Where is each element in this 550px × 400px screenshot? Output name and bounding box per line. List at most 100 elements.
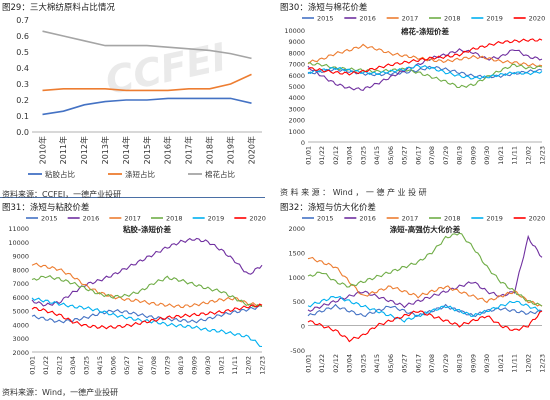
figure-30-title: 图30：涤短与棉花价差 <box>280 3 368 13</box>
y-tick-label: 6000 <box>12 294 29 302</box>
y-tick-label: 8000 <box>12 266 29 274</box>
x-tick-label: 2010年 <box>37 136 47 164</box>
legend-label: 2016 <box>83 215 100 223</box>
legend-label: 2016 <box>359 215 376 223</box>
y-tick-label: 4000 <box>288 94 305 102</box>
y-tick-label: 1500 <box>288 249 305 257</box>
legend-label: 2016 <box>359 15 376 23</box>
figure-32-panel: 图32：涤短与仿大化价差 -500 0 500 1000 1500 2000 01/01 01… <box>278 200 550 400</box>
x-tick-label: 2012年 <box>79 136 89 164</box>
x-tick-label: 04/15 <box>373 146 381 165</box>
chart-inner-title: 涤短-高强仿大化价差 <box>390 224 461 234</box>
x-tick-label: 06/17 <box>414 354 422 373</box>
x-tick-label: 2017年 <box>184 136 194 164</box>
x-tick-label: 06/17 <box>414 146 422 165</box>
source-note-top-right: 资 料 来 源 ： Wind ， 一 德 产 业 投 研 <box>280 188 427 197</box>
legend-label: 2020 <box>529 15 546 23</box>
legend-label: 2018 <box>166 215 183 223</box>
x-tick-label: 02/12 <box>55 356 63 375</box>
y-tick-label: 3000 <box>12 335 29 343</box>
legend-label: 2020 <box>249 215 266 223</box>
figure-29-title: 图29：三大棉纺原料占比情况 <box>2 3 115 13</box>
x-tick-label: 08/19 <box>456 146 464 165</box>
series-line-2019 <box>307 295 543 323</box>
series-line-粘胶占比 <box>42 97 252 116</box>
y-tick-label: 0.1 <box>16 112 29 121</box>
figure-32-title: 图32：涤短与仿大化价差 <box>280 203 376 213</box>
x-tick-label: 06/17 <box>137 356 145 375</box>
x-tick-label: 07/08 <box>428 146 436 165</box>
x-tick-label: 2013年 <box>100 136 110 164</box>
x-tick-label: 08/19 <box>456 354 464 373</box>
legend-label: 2017 <box>402 215 419 223</box>
legend-label: 2018 <box>444 15 461 23</box>
x-tick-label: 12/02 <box>525 354 533 373</box>
x-tick-label: 2011年 <box>58 136 68 164</box>
x-tick-label: 07/08 <box>428 354 436 373</box>
series-line-2016 <box>307 234 543 312</box>
y-tick-label: 7000 <box>288 61 305 69</box>
x-tick-label: 12/23 <box>538 146 546 165</box>
x-tick-label: 05/27 <box>123 356 131 375</box>
x-tick-label: 12/23 <box>258 356 266 375</box>
x-tick-label: 07/29 <box>442 146 450 165</box>
series-line-2017 <box>307 43 543 68</box>
legend-label: 2017 <box>124 215 141 223</box>
y-tick-label: 500 <box>293 298 305 306</box>
figure-29-separator <box>0 197 265 198</box>
series-line-2018 <box>307 232 543 307</box>
series-line-2015 <box>307 65 543 79</box>
x-tick-label: 01/01 <box>28 356 36 375</box>
legend-label: 2018 <box>444 215 461 223</box>
legend-label: 2015 <box>41 215 58 223</box>
x-tick-label: 03/25 <box>359 354 367 373</box>
x-tick-label: 03/04 <box>69 356 77 375</box>
series-line-2020 <box>31 303 263 330</box>
x-tick-label: 12/02 <box>245 356 253 375</box>
x-tick-label: 01/01 <box>304 146 312 165</box>
series-line-2015 <box>31 305 263 324</box>
legend-label: 2019 <box>486 215 503 223</box>
x-tick-label: 09/30 <box>483 146 491 165</box>
x-tick-label: 01/22 <box>318 354 326 373</box>
legend-label: 2019 <box>486 15 503 23</box>
x-tick-label: 12/23 <box>538 354 546 373</box>
series-line-涤短占比 <box>42 73 252 92</box>
y-tick-label: 0.2 <box>16 96 29 105</box>
y-tick-label: 6000 <box>288 72 305 80</box>
source-note-top-left: 资料来源：CCFEI，一德产业投研 <box>2 190 122 199</box>
x-tick-label: 2018年 <box>205 136 215 164</box>
x-tick-label: 09/30 <box>204 356 212 375</box>
x-tick-label: 2020年 <box>246 136 256 164</box>
y-tick-label: 0.7 <box>16 16 29 25</box>
x-tick-label: 03/25 <box>359 146 367 165</box>
y-tick-label: 2000 <box>288 225 305 233</box>
y-tick-label: 1000 <box>288 274 305 282</box>
figure-31-panel: 图31：涤短与粘胶价差 2000 3000 4000 5000 6000 7000 8000… <box>0 200 272 400</box>
x-tick-label: 03/04 <box>346 146 354 165</box>
x-tick-label: 10/21 <box>497 146 505 165</box>
x-tick-label: 07/08 <box>150 356 158 375</box>
figure-30-chart: 0 1000 2000 3000 4000 5000 6000 7000 8000 9000 100… <box>284 15 546 165</box>
x-tick-label: 11/11 <box>511 146 519 165</box>
y-tick-label: 5000 <box>12 308 29 316</box>
y-tick-label: 0.0 <box>16 128 29 137</box>
y-tick-label: 5000 <box>288 83 305 91</box>
x-tick-label: 07/29 <box>442 354 450 373</box>
chart-inner-title: 棉花-涤短价差 <box>401 26 450 36</box>
x-tick-label: 10/21 <box>218 356 226 375</box>
series-line-2017 <box>31 262 263 309</box>
series-line-2019 <box>31 297 263 348</box>
legend-label: 2015 <box>317 215 334 223</box>
x-tick-label: 11/11 <box>231 356 239 375</box>
series-line-2018 <box>308 62 543 89</box>
y-tick-label: -500 <box>290 347 305 355</box>
legend-label: 粘胶占比 <box>45 169 75 179</box>
x-tick-label: 2019年 <box>225 136 235 164</box>
figure-29-chart: 0.0 0.1 0.2 0.3 0.4 0.5 0.6 0.7 2010年 2011年 2012年 2… <box>16 16 262 179</box>
x-tick-label: 05/27 <box>401 354 409 373</box>
series-line-2017 <box>307 256 543 307</box>
x-tick-label: 02/12 <box>332 146 340 165</box>
x-tick-label: 05/06 <box>387 354 395 373</box>
x-tick-label: 07/29 <box>164 356 172 375</box>
